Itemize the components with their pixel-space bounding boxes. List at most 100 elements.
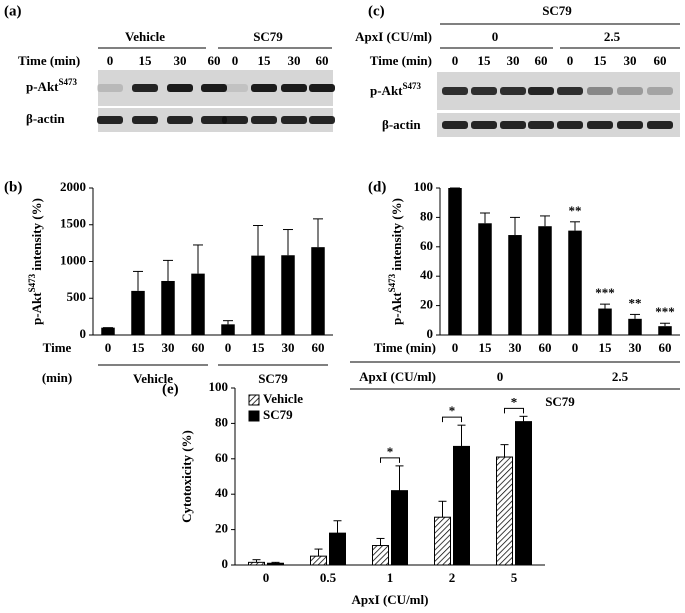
time-label: Time (min) <box>18 53 80 68</box>
bracket <box>442 416 462 423</box>
bar <box>538 226 552 335</box>
bar <box>310 555 327 566</box>
bracket <box>504 407 524 414</box>
x-tick-label: 15 <box>132 340 146 355</box>
bar <box>598 308 612 335</box>
lane-label: 15 <box>594 53 608 68</box>
band <box>617 87 643 95</box>
y-tick-label: 20 <box>215 521 228 536</box>
bar <box>391 490 408 566</box>
x-tick-label: 15 <box>479 340 493 355</box>
bar <box>221 324 235 335</box>
y-tick-label: 0 <box>222 556 229 571</box>
bar <box>101 327 115 335</box>
y-tick-label: 20 <box>420 297 433 312</box>
band <box>309 84 335 92</box>
group-label: SC79 <box>253 29 283 44</box>
lane-label: 15 <box>258 53 272 68</box>
band <box>442 121 468 129</box>
x-tick-label: 0 <box>572 340 579 355</box>
band <box>557 121 583 129</box>
band <box>132 116 158 124</box>
lane-label: 30 <box>624 53 637 68</box>
band <box>167 84 193 92</box>
significance: *** <box>655 304 675 319</box>
lane-label: 15 <box>139 53 153 68</box>
lane-label: 30 <box>288 53 301 68</box>
y-tick-label: 100 <box>209 379 229 394</box>
bar <box>191 273 205 335</box>
lane-label: 0 <box>232 53 239 68</box>
bar <box>478 223 492 335</box>
x-tick-label: 60 <box>539 340 552 355</box>
lane-label: 0 <box>107 53 114 68</box>
y-tick-label: 40 <box>215 485 228 500</box>
panel-label: (b) <box>4 179 22 195</box>
bar <box>568 230 582 335</box>
x-axis-title: ApxI (CU/ml) <box>352 592 429 607</box>
row-label-main: p-Akt <box>370 83 403 98</box>
significance: * <box>449 403 456 418</box>
y-tick-label: 1500 <box>60 216 86 231</box>
band <box>500 121 526 129</box>
band <box>557 87 583 95</box>
x-tick-label: 30 <box>162 340 175 355</box>
x-tick-label: 60 <box>192 340 205 355</box>
y-axis-title: p-AktS473 intensity (%) <box>27 198 44 325</box>
y-axis-title-main: p-Akt <box>29 292 44 325</box>
bar <box>515 421 532 566</box>
band <box>97 84 123 92</box>
row-label: β-actin <box>26 111 65 126</box>
lane-label: 30 <box>507 53 520 68</box>
bar <box>434 516 451 566</box>
panel-label: (e) <box>162 381 179 397</box>
band <box>500 87 526 95</box>
bar <box>131 290 145 335</box>
band <box>587 121 613 129</box>
row-label-main: p-Akt <box>26 79 59 94</box>
y-tick-label: 80 <box>420 208 433 223</box>
x-row-label: Time (min) <box>374 340 436 355</box>
y-tick-label: 40 <box>420 267 433 282</box>
y-axis-title-rest: intensity (%) <box>29 198 44 274</box>
x-tick-label: 5 <box>511 570 518 585</box>
significance: * <box>511 394 518 409</box>
x-row-label: (min) <box>42 370 72 385</box>
group-label: 2.5 <box>612 369 629 384</box>
bar <box>248 561 265 566</box>
band <box>201 84 227 92</box>
x-tick-label: 1 <box>387 570 394 585</box>
band <box>309 116 335 124</box>
bar <box>496 456 513 566</box>
band <box>281 84 307 92</box>
x-row-label: Time <box>43 340 72 355</box>
x-tick-label: 0 <box>263 570 270 585</box>
band <box>251 84 277 92</box>
band <box>471 121 497 129</box>
bar <box>372 545 389 566</box>
x-tick-label: 15 <box>599 340 613 355</box>
band <box>442 87 468 95</box>
y-axis-title: Cytotoxicity (%) <box>179 430 194 523</box>
group-label: SC79 <box>258 371 288 386</box>
x-tick-label: 0 <box>105 340 112 355</box>
lane-label: 60 <box>654 53 667 68</box>
x-tick-label: 2 <box>449 570 456 585</box>
y-axis-title-sup: S473 <box>27 273 37 292</box>
y-tick-label: 0 <box>80 326 87 341</box>
significance: ** <box>569 203 582 218</box>
group-title: SC79 <box>542 3 572 18</box>
y-tick-label: 0 <box>427 326 434 341</box>
y-tick-label: 500 <box>67 289 87 304</box>
y-tick-label: 60 <box>215 450 228 465</box>
x-tick-label: 15 <box>252 340 266 355</box>
y-axis-title-main: p-Akt <box>389 292 404 325</box>
row-label: β-actin <box>382 117 421 132</box>
lane-label: 30 <box>174 53 187 68</box>
row-label-sup: S473 <box>59 77 78 87</box>
y-tick-label: 80 <box>215 414 228 429</box>
x-row-label: ApxI (CU/ml) <box>359 369 436 384</box>
band <box>97 116 123 124</box>
band <box>528 87 554 95</box>
